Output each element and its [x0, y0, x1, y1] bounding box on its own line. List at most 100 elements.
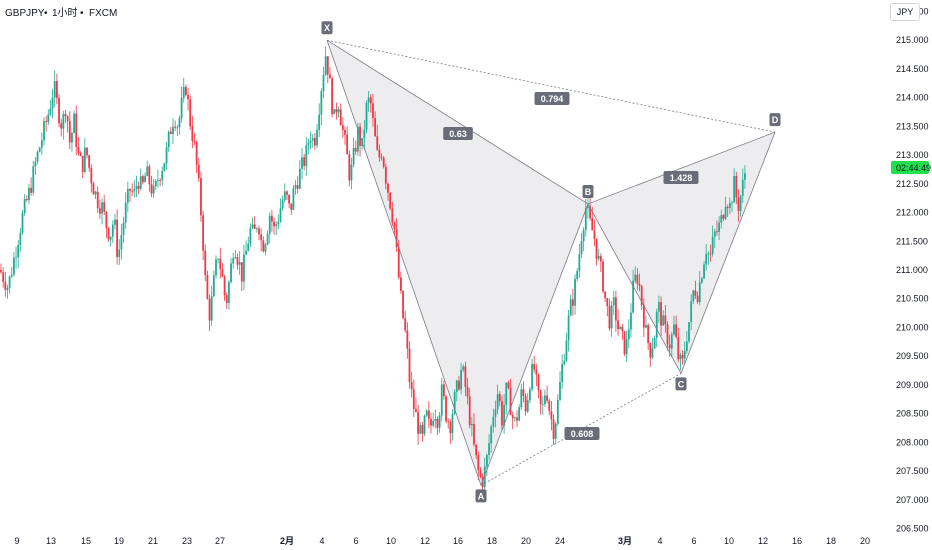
- candle-body: [698, 282, 701, 303]
- time-tick-label: 12: [420, 536, 430, 546]
- candle-body: [339, 109, 342, 126]
- candle-body: [619, 326, 622, 330]
- candle-body: [51, 97, 54, 109]
- candle-body: [103, 202, 106, 212]
- candle-body: [724, 206, 727, 219]
- candle-body: [298, 168, 301, 189]
- harmonic-pattern[interactable]: [327, 40, 775, 486]
- currency-button[interactable]: JPY: [890, 3, 920, 21]
- candle-body: [395, 229, 398, 248]
- candle-body: [683, 350, 686, 359]
- candle-body: [393, 222, 396, 230]
- candle-body: [99, 208, 101, 214]
- point-label-x: X: [324, 23, 330, 33]
- candle-body: [511, 415, 514, 419]
- candle-body: [550, 411, 553, 420]
- candle-body: [688, 322, 690, 342]
- candle-body: [122, 222, 125, 235]
- candle-body: [470, 423, 473, 426]
- candle-body: [77, 146, 80, 154]
- candle-body: [204, 250, 207, 276]
- candle-body: [653, 337, 656, 349]
- candle-body: [595, 238, 598, 259]
- chart-title: GBPJPY • 1小时 • FXCM: [5, 7, 117, 19]
- candle-body: [202, 215, 204, 251]
- candle-body: [81, 155, 84, 172]
- time-tick-label: 16: [453, 536, 463, 546]
- candle-body: [217, 258, 220, 260]
- candle-body: [731, 202, 733, 204]
- candle-body: [576, 270, 579, 279]
- candle-body: [249, 227, 252, 244]
- candle-body: [432, 420, 435, 426]
- candle-body: [574, 278, 576, 306]
- candle-body: [71, 133, 73, 143]
- candle-body: [47, 114, 50, 123]
- pattern-leg: [326, 40, 482, 486]
- candle-body: [544, 395, 546, 405]
- time-tick-label: 3月: [618, 536, 632, 546]
- price-tick-label: 207.000: [896, 495, 929, 505]
- candle-body: [400, 277, 402, 291]
- candle-body: [193, 140, 196, 143]
- candle-body: [475, 444, 478, 456]
- candle-body: [397, 247, 400, 278]
- time-tick-label: 12: [758, 536, 768, 546]
- price-axis[interactable]: 215.500215.000214.500214.000213.500213.0…: [896, 7, 929, 534]
- candle-body: [561, 363, 564, 383]
- candle-body: [739, 195, 742, 212]
- candle-body: [451, 413, 454, 434]
- candle-body: [374, 118, 376, 137]
- candle-body: [221, 269, 224, 277]
- candle-body: [673, 324, 675, 335]
- pattern-leg: [680, 131, 776, 374]
- candle-body: [384, 166, 387, 184]
- candle-body: [316, 129, 318, 146]
- candle-body: [137, 185, 140, 189]
- candle-body: [382, 157, 385, 167]
- candle-body: [679, 354, 682, 360]
- candle-body: [427, 410, 430, 419]
- candle-body: [464, 366, 467, 387]
- time-tick-label: 15: [81, 536, 91, 546]
- candle-body: [169, 131, 172, 135]
- candle-body: [709, 253, 712, 255]
- candle-body: [88, 155, 91, 168]
- candle-body: [10, 274, 13, 277]
- candle-body: [288, 194, 290, 204]
- candle-body: [15, 257, 17, 259]
- candle-body: [305, 145, 308, 166]
- point-badge: [582, 184, 594, 198]
- candle-body: [38, 147, 41, 152]
- price-tick-label: 210.500: [896, 294, 929, 304]
- time-axis[interactable]: 9 13 15 19 21 23 27 2月 4 6 10 12 16 18 20 24 3月 4 6 10 12 16 1…: [14, 536, 870, 546]
- price-tick-label: 212.000: [896, 208, 929, 218]
- candle-body: [520, 389, 523, 408]
- candle-body: [651, 348, 654, 358]
- candle-body: [554, 423, 557, 439]
- candle-body: [223, 276, 226, 296]
- candle-body: [369, 97, 372, 104]
- candle-body: [154, 180, 157, 187]
- candle-body: [320, 91, 323, 115]
- candle-body: [210, 296, 213, 321]
- candle-body: [610, 305, 613, 329]
- candle-body: [172, 126, 174, 135]
- candle-body: [443, 384, 445, 397]
- price-tick-label: 208.000: [896, 437, 929, 447]
- point-badge: [475, 489, 487, 503]
- candle-body: [324, 56, 327, 75]
- candle-body: [591, 218, 594, 231]
- candle-body: [273, 221, 275, 227]
- candle-body: [253, 224, 256, 229]
- pattern-leg: [480, 203, 589, 486]
- candle-body: [458, 380, 460, 390]
- candle-body: [56, 81, 58, 98]
- candle-body: [593, 230, 596, 239]
- candle-body: [582, 229, 585, 242]
- candle-body: [713, 231, 716, 237]
- candle-body: [182, 86, 185, 98]
- candle-body: [255, 228, 258, 230]
- candle-body: [258, 228, 260, 235]
